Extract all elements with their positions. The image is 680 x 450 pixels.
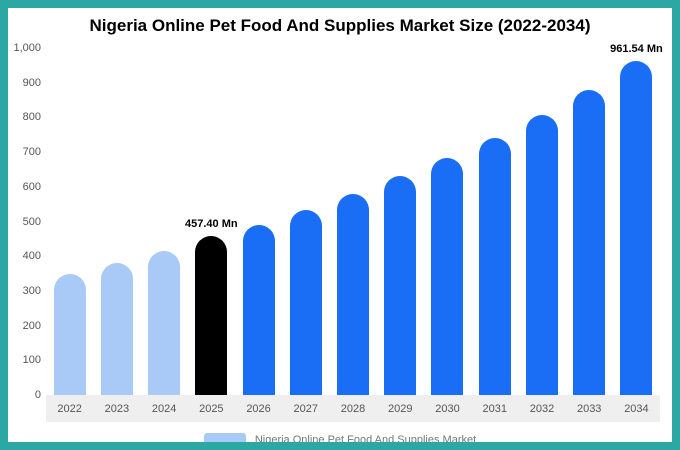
y-tick-200: 200 [22, 319, 41, 332]
bar-slot-2027 [282, 48, 329, 395]
bar-slot-2024 [140, 48, 187, 395]
bar-2023 [100, 263, 133, 395]
bar-slot-2022 [46, 48, 93, 395]
value-label-2025: 457.40 Mn [185, 218, 238, 231]
bar-2032 [525, 115, 558, 395]
legend: Nigeria Online Pet Food And Supplies Mar… [8, 433, 672, 442]
bar-2030 [431, 157, 464, 395]
x-label-2027: 2027 [293, 403, 319, 415]
bar-slot-2023 [93, 48, 140, 395]
y-tick-1,000: 1,000 [13, 42, 41, 54]
x-label-2023: 2023 [104, 403, 130, 415]
bar-slot-2034: 961.54 Mn [610, 43, 663, 395]
y-tick-500: 500 [22, 215, 41, 228]
x-label-2026: 2026 [246, 403, 271, 415]
bar-2033 [573, 90, 606, 395]
y-tick-900: 900 [22, 76, 41, 89]
x-label-2032: 2032 [529, 403, 555, 415]
y-tick-800: 800 [22, 111, 41, 124]
chart-area: 0 100 200 300 400 500 600 700 800 900 1,000 457.40… [12, 42, 663, 422]
value-label-2034: 961.54 Mn [610, 43, 663, 56]
legend-label: Nigeria Online Pet Food And Supplies Mar… [254, 433, 477, 443]
plot-area: 457.40 Mn 961.54 Mn [46, 43, 663, 395]
x-label-2030: 2030 [435, 403, 460, 415]
y-tick-300: 300 [22, 284, 41, 297]
bar-2022 [53, 274, 86, 395]
bar-2031 [478, 137, 511, 395]
bar-slot-2033 [566, 48, 613, 395]
bar-2027 [289, 210, 322, 395]
x-label-2031: 2031 [482, 403, 507, 415]
y-tick-400: 400 [22, 250, 41, 263]
bar-slot-2032 [518, 48, 565, 395]
bar-slot-2025: 457.40 Mn [185, 48, 238, 395]
x-label-2028: 2028 [340, 403, 366, 415]
bar-slot-2029 [377, 48, 424, 395]
y-tick-0: 0 [34, 389, 41, 401]
x-label-2025: 2025 [199, 403, 224, 415]
y-tick-600: 600 [22, 180, 41, 193]
plot-wrap: 457.40 Mn 961.54 Mn 2022 2023 2024 2025 2026 2… [46, 43, 663, 422]
chart-title: Nigeria Online Pet Food And Supplies Mar… [89, 16, 591, 35]
x-label-2022: 2022 [57, 403, 82, 415]
y-tick-100: 100 [22, 354, 41, 367]
bar-2034 [620, 61, 653, 395]
bar-slot-2026 [235, 48, 282, 395]
bar-slot-2030 [424, 48, 471, 395]
x-label-2024: 2024 [151, 403, 177, 415]
legend-swatch [203, 433, 246, 442]
bar-slot-2031 [471, 48, 518, 395]
x-label-2034: 2034 [624, 403, 649, 415]
y-axis: 0 100 200 300 400 500 600 700 800 900 1,000 [12, 42, 46, 401]
bar-slot-2028 [329, 48, 376, 395]
bar-2028 [337, 194, 370, 395]
bar-2026 [242, 224, 275, 395]
chart-frame: Nigeria Online Pet Food And Supplies Mar… [8, 8, 672, 442]
x-label-2029: 2029 [388, 403, 413, 415]
bar-2025 [195, 236, 228, 395]
x-label-2033: 2033 [576, 403, 602, 415]
bar-2029 [384, 176, 417, 395]
y-tick-700: 700 [22, 146, 41, 159]
bar-2024 [148, 251, 181, 395]
x-axis: 2022 2023 2024 2025 2026 2027 2028 2029 2030 2031… [46, 395, 660, 422]
